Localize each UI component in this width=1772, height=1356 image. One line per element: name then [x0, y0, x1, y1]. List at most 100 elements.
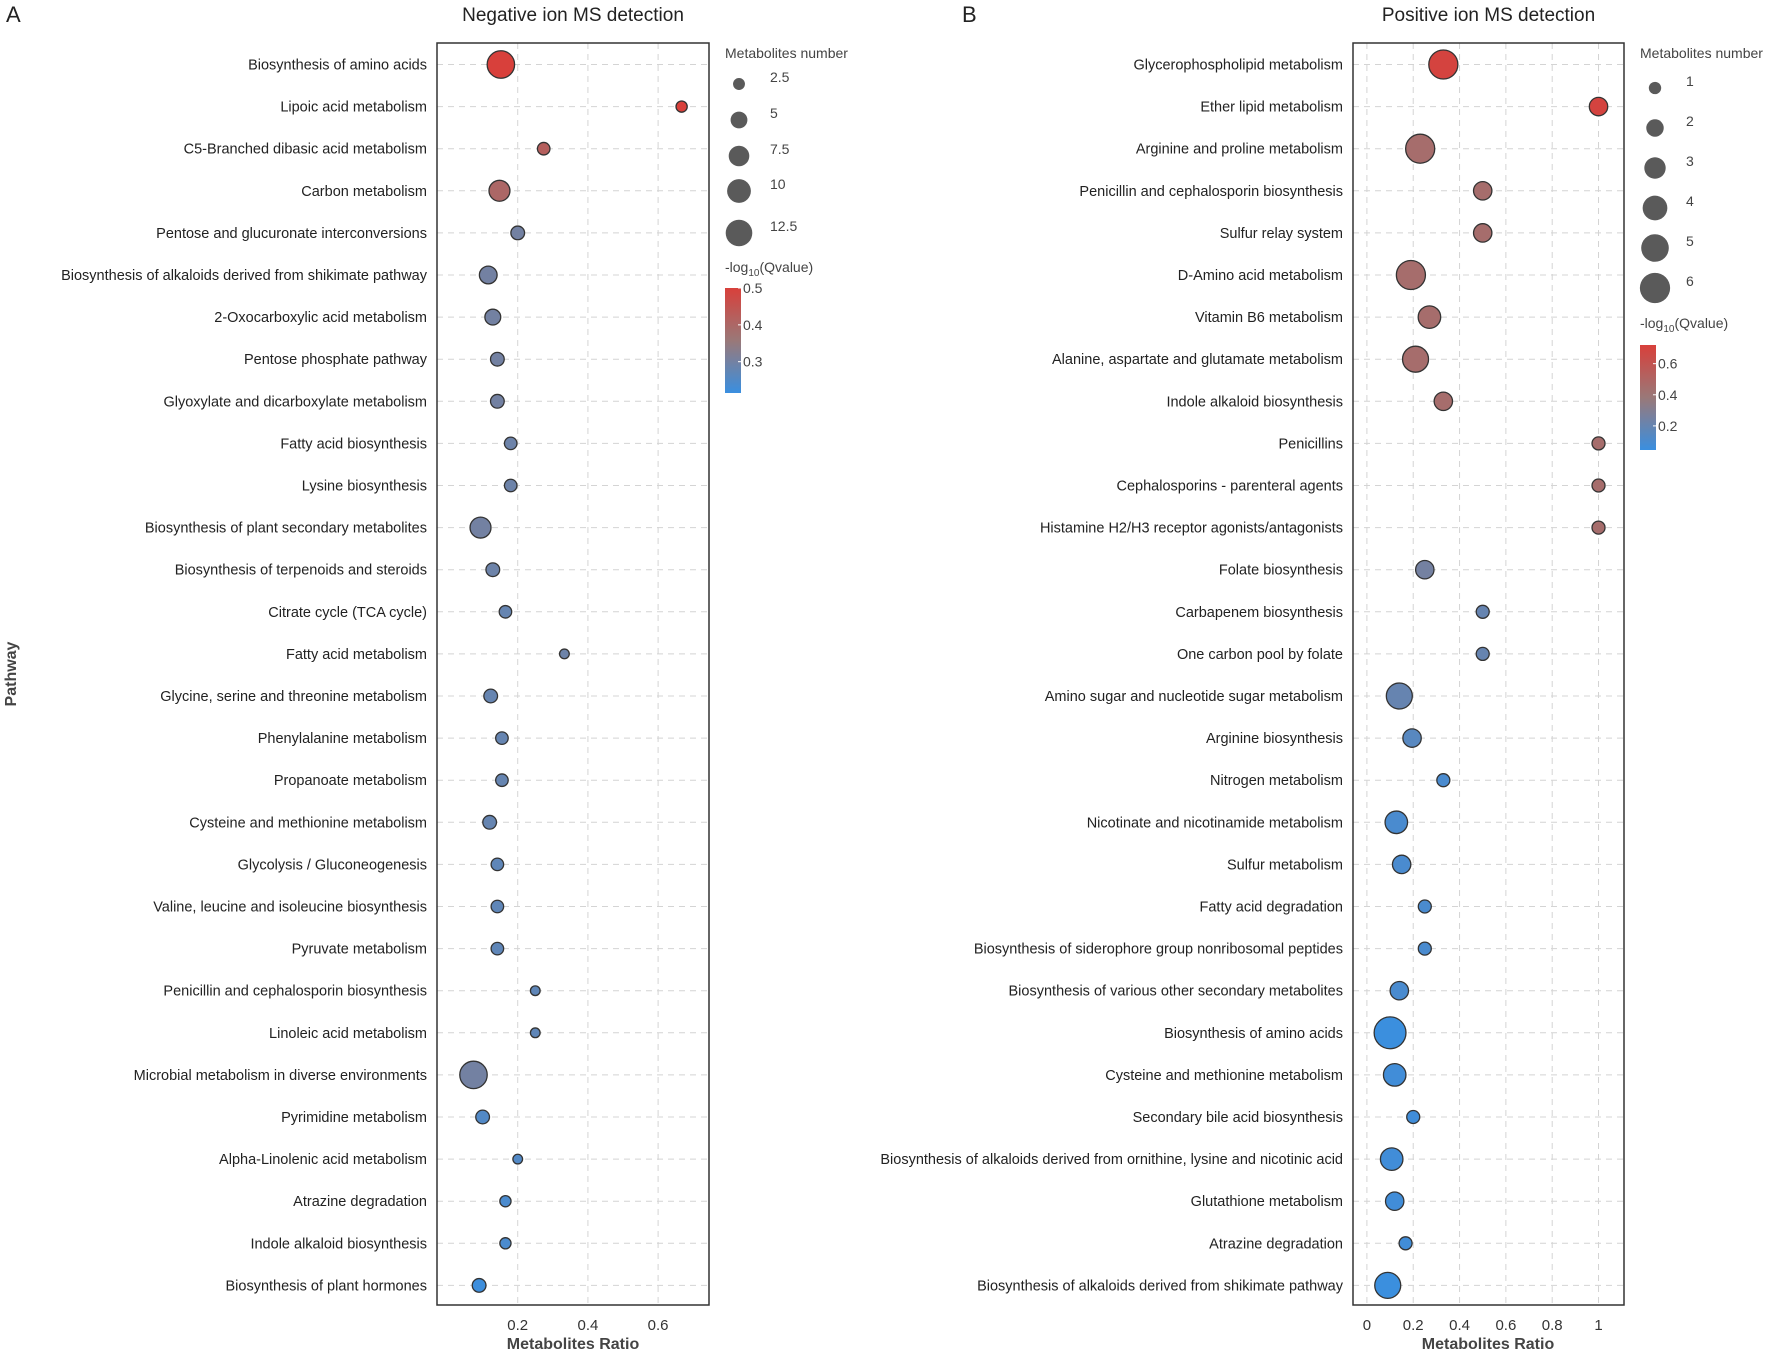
size-legend-label: 6 [1686, 273, 1694, 289]
data-point [495, 731, 509, 746]
data-point [1417, 899, 1432, 914]
pathway-label: Penicillin and cephalosporin biosynthesi… [1079, 184, 1343, 200]
pathway-label: Fatty acid degradation [1200, 900, 1343, 916]
data-point [484, 308, 502, 326]
size-legend-dot [1641, 234, 1669, 262]
data-point [485, 562, 501, 578]
pathway-label: Folate biosynthesis [1219, 563, 1343, 579]
data-point [1374, 1271, 1402, 1300]
pathway-label: Nitrogen metabolism [1210, 773, 1343, 789]
data-point [1433, 391, 1454, 412]
pathway-label: Cysteine and methionine metabolism [189, 815, 427, 831]
data-point [499, 1194, 512, 1208]
data-point [489, 393, 505, 409]
data-point [1384, 1191, 1405, 1212]
data-point [1436, 773, 1451, 788]
colorbar-tick-label: 0.3 [743, 354, 763, 370]
pathway-label: Biosynthesis of terpenoids and steroids [175, 563, 427, 579]
data-point [495, 773, 509, 788]
data-point [1395, 259, 1427, 291]
x-tick-label: 0.8 [1542, 1317, 1563, 1334]
pathway-label: Valine, leucine and isoleucine biosynthe… [153, 900, 427, 916]
colorbar-tick-label: 0.4 [1658, 387, 1678, 403]
pathway-label: 2-Oxocarboxylic acid metabolism [214, 310, 427, 326]
data-point [1591, 436, 1606, 451]
x-tick-label: 1 [1594, 1317, 1602, 1334]
pathway-label: Indole alkaloid biosynthesis [250, 1236, 427, 1252]
colorbar-tick-label: 0.4 [743, 317, 763, 333]
pathway-label: Pentose phosphate pathway [244, 352, 428, 368]
size-legend-label: 5 [1686, 233, 1694, 249]
size-legend-label: 2 [1686, 113, 1694, 129]
pathway-label: Glutathione metabolism [1191, 1194, 1343, 1210]
data-point [1379, 1147, 1404, 1172]
data-point [478, 265, 498, 285]
colorbar-tick-label: 0.5 [743, 280, 763, 296]
size-legend-label: 2.5 [770, 69, 790, 85]
data-point [503, 436, 518, 451]
data-point [486, 50, 516, 79]
data-point [1475, 604, 1490, 619]
pathway-label: Histamine H2/H3 receptor agonists/antago… [1040, 521, 1343, 537]
pathway-label: Penicillins [1279, 436, 1343, 452]
pathway-label: Glycolysis / Gluconeogenesis [238, 857, 427, 873]
data-point [1382, 1062, 1407, 1087]
data-point [490, 941, 505, 956]
pathway-label: Glyoxylate and dicarboxylate metabolism [163, 394, 427, 410]
color-legend-title: -log10(Qvalue) [1640, 315, 1728, 335]
pathway-label: Cysteine and methionine metabolism [1105, 1068, 1343, 1084]
data-point [1389, 980, 1410, 1001]
x-tick-label: 0.4 [577, 1317, 598, 1334]
colorbar [725, 288, 741, 393]
data-point [1406, 1109, 1421, 1125]
pathway-label: Pyrimidine metabolism [281, 1110, 427, 1126]
size-legend-label: 3 [1686, 153, 1694, 169]
chart-title: Negative ion MS detection [462, 5, 684, 26]
data-point [503, 478, 518, 493]
pathway-label: Citrate cycle (TCA cycle) [268, 605, 427, 621]
pathway-label: Alanine, aspartate and glutamate metabol… [1052, 352, 1343, 368]
data-point [1401, 345, 1430, 373]
data-point [1417, 305, 1442, 330]
pathway-label: Indole alkaloid biosynthesis [1166, 394, 1343, 410]
x-tick-label: 0.2 [507, 1317, 528, 1334]
data-point [1588, 96, 1609, 117]
pathway-label: Vitamin B6 metabolism [1195, 310, 1343, 326]
pathway-label: Fatty acid metabolism [286, 647, 427, 663]
data-point [1385, 682, 1413, 710]
size-legend-dot [1644, 157, 1666, 179]
y-axis-title: Pathway [3, 641, 20, 706]
pathway-label: Arginine biosynthesis [1206, 731, 1343, 747]
data-point [1384, 810, 1409, 835]
x-tick-label: 0.6 [1495, 1317, 1516, 1334]
pathway-label: Sulfur relay system [1220, 226, 1343, 242]
pathway-label: One carbon pool by folate [1177, 647, 1343, 663]
pathway-label: Biosynthesis of amino acids [248, 58, 427, 74]
pathway-label: Biosynthesis of plant hormones [226, 1278, 428, 1294]
data-point [1398, 1236, 1413, 1251]
pathway-label: Carbapenem biosynthesis [1175, 605, 1343, 621]
pathway-label: Microbial metabolism in diverse environm… [134, 1068, 427, 1084]
size-legend-label: 7.5 [770, 141, 790, 157]
data-point [482, 814, 498, 830]
data-point [510, 225, 526, 241]
plot-frame [436, 42, 710, 1306]
x-axis-title: Metabolites Ratio [507, 1336, 640, 1351]
size-legend-dot [728, 145, 750, 167]
size-legend-dot [1642, 195, 1668, 221]
data-point [558, 648, 570, 660]
pathway-label: Pyruvate metabolism [292, 942, 427, 958]
size-legend-label: 1 [1686, 73, 1694, 89]
data-point [1373, 1016, 1407, 1050]
data-point [1591, 520, 1606, 535]
pathway-label: Nicotinate and nicotinamide metabolism [1087, 815, 1343, 831]
chart-title: Positive ion MS detection [1382, 5, 1595, 26]
data-point [471, 1277, 487, 1293]
data-point [529, 985, 541, 997]
data-point [1391, 854, 1412, 875]
data-point [1472, 180, 1493, 201]
data-point [475, 1109, 491, 1125]
data-point [536, 141, 551, 156]
pathway-label: Biosynthesis of various other secondary … [1009, 984, 1343, 1000]
pathway-label: Biosynthesis of alkaloids derived from s… [61, 268, 428, 284]
